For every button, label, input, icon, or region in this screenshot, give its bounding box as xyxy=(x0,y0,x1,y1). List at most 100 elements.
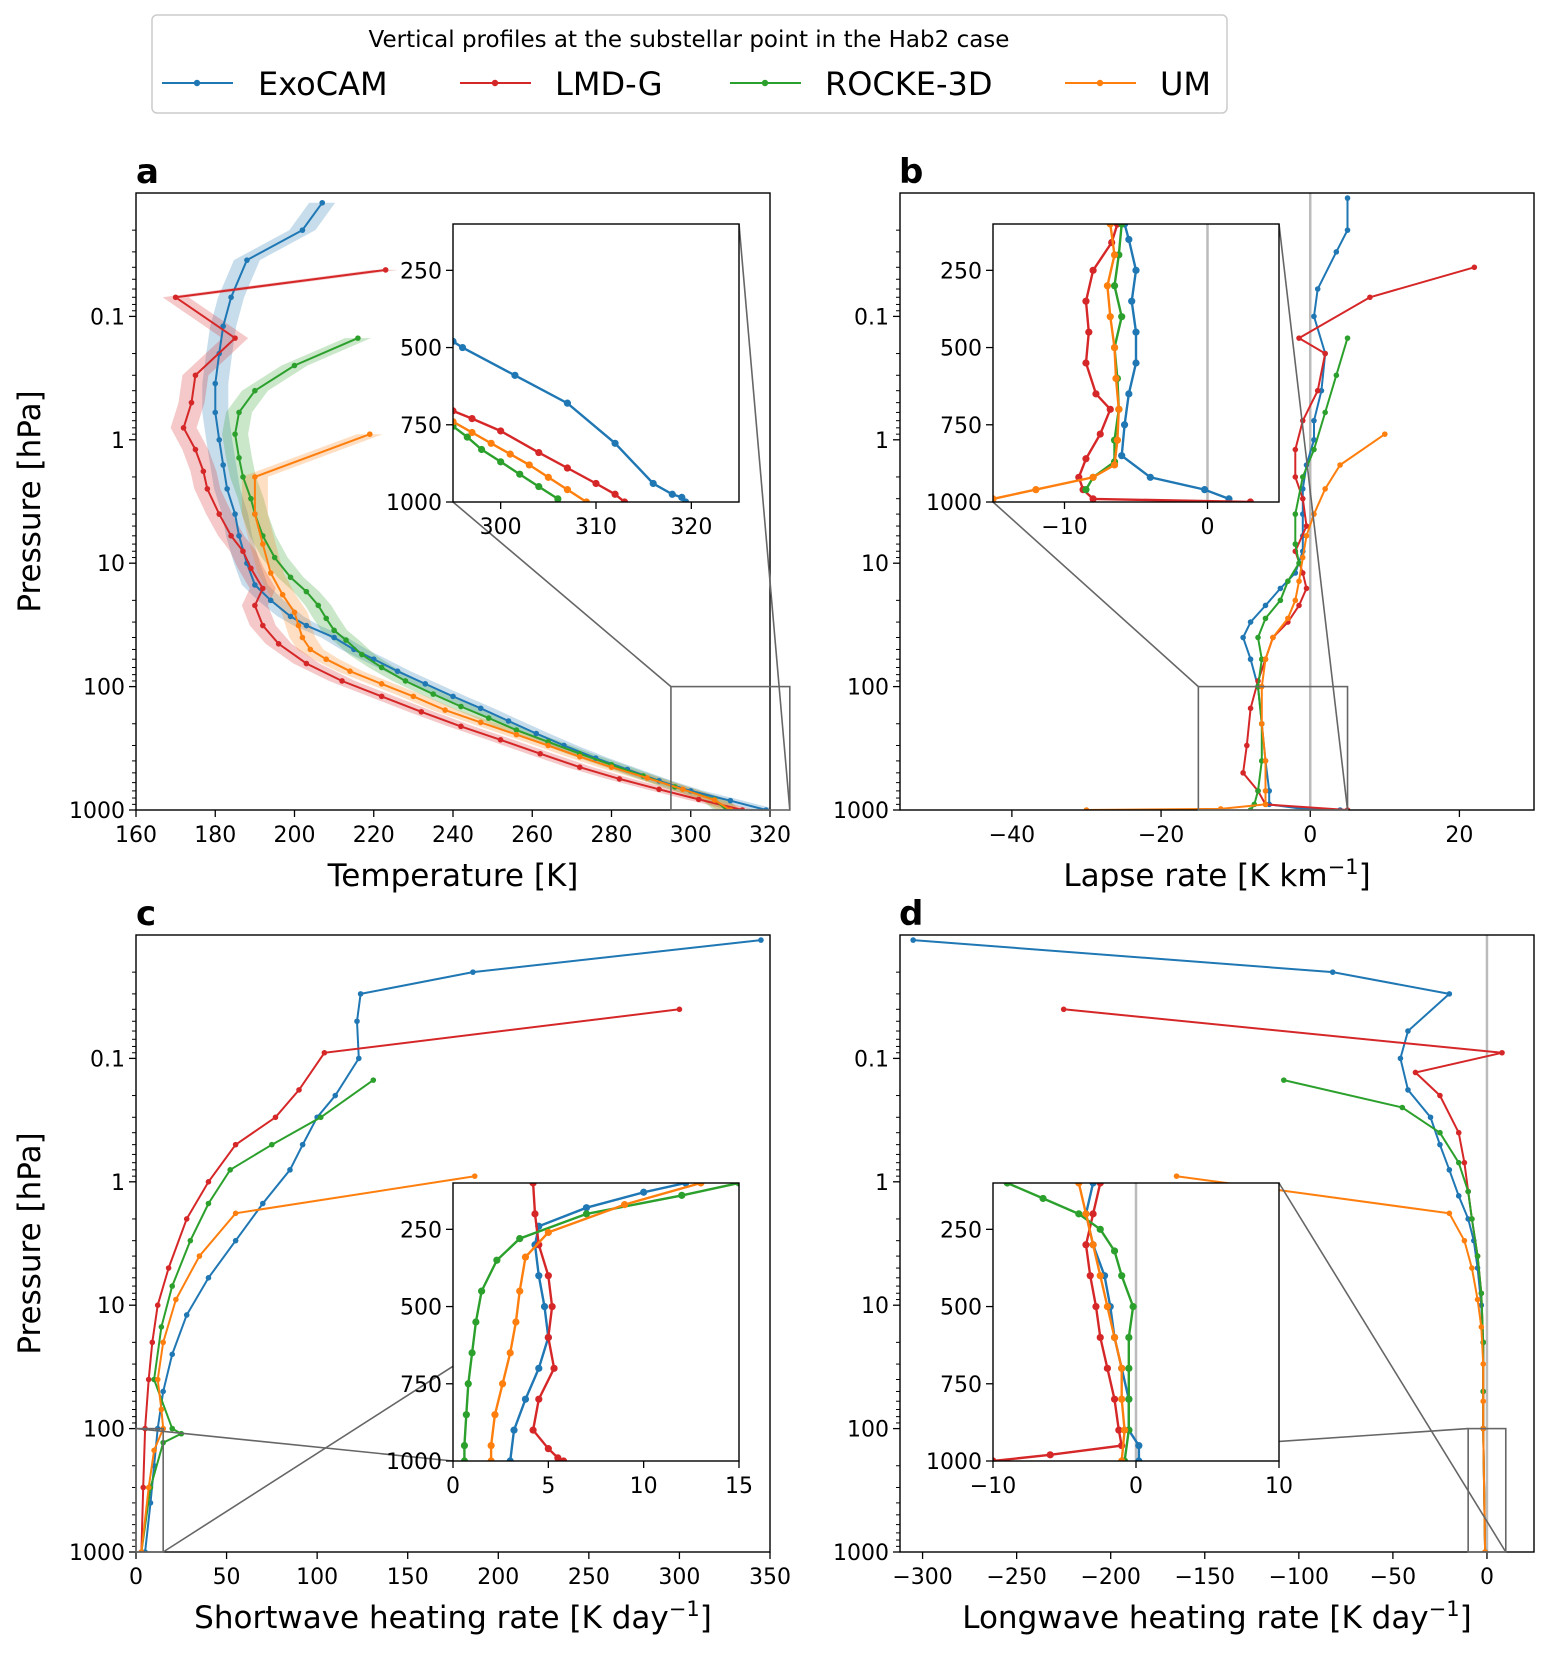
data-point-rocke-3d xyxy=(236,455,242,461)
inset-data-point-rocke-3d xyxy=(1096,1225,1104,1233)
inset-y-tick-label: 500 xyxy=(400,337,442,362)
inset-data-point-rocke-3d xyxy=(472,1318,480,1326)
x-tick-label: 50 xyxy=(213,1565,241,1590)
data-point-lmd-g xyxy=(252,602,258,609)
data-point-um xyxy=(1296,578,1302,585)
data-point-lmd-g xyxy=(228,533,234,539)
x-tick-label: 260 xyxy=(511,823,553,848)
data-point-rocke-3d xyxy=(232,431,238,437)
data-point-um xyxy=(160,1339,166,1346)
legend-label-lmdg: LMD-G xyxy=(555,65,663,103)
axes-frame xyxy=(135,934,771,1553)
x-tick-label: 320 xyxy=(749,823,791,848)
inset-data-point-exocam xyxy=(563,399,572,407)
inset-x-tick-label: 5 xyxy=(541,1474,555,1499)
inset-data-point-rocke-3d xyxy=(478,445,486,454)
inset-data-point-lmd-g xyxy=(1092,390,1100,398)
inset-data-point-exocam xyxy=(1089,1183,1097,1187)
y-tick-label: 0.1 xyxy=(854,1047,889,1072)
x-tick-label: 280 xyxy=(591,823,633,848)
data-point-um xyxy=(347,668,353,674)
data-point-lmd-g xyxy=(1240,770,1246,776)
data-point-um xyxy=(1480,1361,1487,1367)
inset-data-point-rocke-3d xyxy=(1110,282,1119,290)
data-point-exocam xyxy=(1405,1028,1411,1034)
zoom-connector-line xyxy=(135,1427,454,1462)
data-point-um xyxy=(173,1296,179,1303)
zoom-connector-line xyxy=(738,223,791,811)
inset-data-point-rocke-3d xyxy=(582,1210,591,1218)
x-tick-label: 160 xyxy=(115,823,157,848)
data-point-rocke-3d xyxy=(1280,1077,1287,1083)
data-point-exocam xyxy=(477,705,484,712)
inset-y-tick-label: 750 xyxy=(940,414,982,439)
data-point-exocam xyxy=(1262,602,1269,609)
inset-data-point-lmd-g xyxy=(1085,328,1093,336)
data-point-rocke-3d xyxy=(315,602,322,609)
data-point-lmd-g xyxy=(1296,335,1302,341)
inset-plot-area xyxy=(453,337,690,502)
data-point-exocam xyxy=(216,437,223,443)
inset-x-tick-label: 300 xyxy=(480,515,522,540)
data-point-um xyxy=(471,1173,478,1179)
inset-data-point-um xyxy=(544,1228,552,1237)
inset-data-point-um xyxy=(487,1457,495,1461)
inset-data-point-rocke-3d xyxy=(1125,1395,1133,1403)
inset-data-point-um xyxy=(1106,224,1114,228)
data-point-lmd-g xyxy=(272,1114,279,1121)
data-point-rocke-3d xyxy=(1437,1129,1443,1136)
data-point-lmd-g xyxy=(1060,1006,1067,1013)
inset-series-line-lmd-g xyxy=(993,1183,1124,1461)
inset-y-tick-label: 1000 xyxy=(926,491,982,516)
data-point-exocam xyxy=(910,937,916,943)
inset-series-line-rocke-3d xyxy=(1006,1183,1135,1461)
data-point-rocke-3d xyxy=(1277,597,1284,604)
data-point-lmd-g xyxy=(1455,1129,1462,1136)
inset-data-point-um xyxy=(697,1183,705,1187)
inset-data-point-lmd-g xyxy=(535,1395,543,1403)
inset-series-line-um xyxy=(453,420,588,502)
inset-data-point-lmd-g xyxy=(563,464,572,472)
x-axis-label: Temperature [K] xyxy=(327,858,579,894)
data-point-rocke-3d xyxy=(248,495,254,502)
inset-data-point-lmd-g xyxy=(993,1457,997,1461)
data-point-lmd-g xyxy=(1314,387,1321,394)
legend-frame xyxy=(151,14,1228,114)
data-point-lmd-g xyxy=(382,267,389,273)
data-point-exocam xyxy=(299,1141,306,1148)
inset-x-tick-label: 10 xyxy=(1265,1474,1293,1499)
plot-area-a xyxy=(162,199,770,810)
data-point-rocke-3d xyxy=(287,574,294,581)
inset-data-point-lmd-g xyxy=(529,1426,537,1434)
inset-data-point-rocke-3d xyxy=(516,1235,524,1243)
inset-y-tick-label: 1000 xyxy=(386,491,442,516)
inset-axes-a: 250 500 750 1000 300 310 320 xyxy=(386,223,740,540)
zoom-connector-line xyxy=(992,501,1199,688)
inset-data-point-rocke-3d xyxy=(1118,224,1126,228)
panel-b: b 0.1 1 10 100 1000 −40 −20 0 20 Lapse rate [K km−… xyxy=(833,152,1535,894)
data-point-rocke-3d xyxy=(269,1141,275,1148)
inset-data-point-lmd-g xyxy=(544,1445,552,1453)
data-point-um xyxy=(1303,533,1310,539)
data-point-lmd-g xyxy=(192,446,199,453)
data-point-rocke-3d xyxy=(1469,1216,1475,1222)
data-point-um xyxy=(608,764,615,771)
inset-data-point-um xyxy=(487,439,495,447)
data-point-um xyxy=(279,591,286,598)
x-axis-label: Lapse rate [K km−1] xyxy=(1063,855,1370,894)
data-point-lmd-g xyxy=(378,693,385,700)
inset-data-point-rocke-3d xyxy=(497,458,505,466)
data-point-exocam xyxy=(260,1200,266,1207)
data-point-um xyxy=(267,570,274,576)
data-point-um xyxy=(1258,720,1265,727)
inset-data-point-um xyxy=(1112,374,1120,383)
data-point-um xyxy=(1262,801,1269,808)
inset-data-point-rocke-3d xyxy=(464,1380,472,1388)
data-point-exocam xyxy=(354,1018,360,1025)
data-point-rocke-3d xyxy=(1296,560,1302,566)
inset-data-point-lmd-g xyxy=(1092,1302,1100,1311)
y-tick-label: 10 xyxy=(97,552,125,577)
inset-data-point-rocke-3d xyxy=(1039,1194,1047,1203)
